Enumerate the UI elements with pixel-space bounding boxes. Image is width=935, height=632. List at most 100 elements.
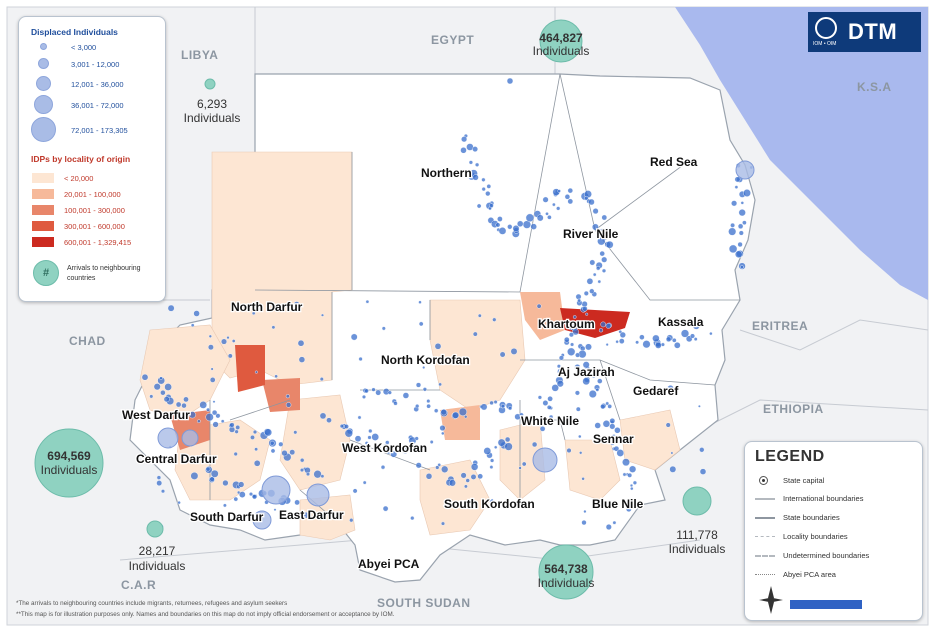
- displacement-dot: [547, 214, 552, 220]
- legend-item-locality-boundaries: Locality boundaries: [783, 532, 848, 541]
- legend-title: LEGEND: [755, 448, 825, 465]
- displacement-dot: [547, 395, 553, 402]
- arrival-value-egypt: 464,827: [539, 31, 583, 45]
- displacement-dot: [251, 494, 257, 500]
- displacement-dot: [210, 367, 214, 371]
- displacement-dot: [616, 449, 625, 457]
- origin-khartoum-north: [520, 292, 565, 340]
- displacement-dot: [254, 370, 258, 374]
- legend-item-international-boundaries: International boundaries: [783, 494, 864, 503]
- state-label-gedaref: Gedaref: [633, 384, 679, 398]
- displacement-dot: [605, 240, 614, 249]
- displacement-dot: [605, 401, 610, 406]
- displacement-dot: [470, 463, 479, 471]
- displacement-dot: [461, 136, 468, 143]
- state-label-south-darfur: South Darfur: [190, 510, 264, 524]
- displaced-class-5: 72,001 - 173,305: [71, 126, 128, 135]
- country-label-ethiopia: ETHIOPIA: [763, 402, 824, 416]
- displacement-dot: [652, 334, 660, 343]
- origin-class-3: 100,001 - 300,000: [64, 206, 125, 215]
- displacement-dot: [197, 419, 201, 424]
- displacement-dot: [177, 500, 181, 505]
- displacement-dot: [226, 336, 230, 340]
- displacement-dot: [235, 424, 241, 430]
- displacement-dot: [734, 176, 741, 183]
- displacement-dot: [619, 338, 625, 344]
- displacement-dot: [477, 473, 484, 480]
- displacement-dot: [601, 214, 608, 221]
- displacement-dot: [319, 412, 327, 420]
- dtm-logo: IOM • OIM DTM: [808, 12, 921, 52]
- displacement-dot: [564, 194, 571, 200]
- displacement-dot: [508, 406, 513, 411]
- arrival-circle-egypt: [539, 19, 583, 63]
- displacement-dot: [371, 433, 380, 441]
- displacement-dot: [597, 378, 603, 384]
- arrival-circle-chad: [34, 428, 104, 498]
- displacement-dot: [382, 505, 389, 512]
- displacement-dot: [220, 419, 225, 424]
- red-sea: [675, 7, 928, 300]
- displacement-dot: [625, 506, 632, 512]
- displacement-dot: [506, 77, 514, 85]
- displacement-dot: [434, 342, 442, 350]
- arrivals-legend-line-1: Arrivals to neighbouring: [67, 265, 141, 272]
- displacement-dot: [160, 489, 165, 494]
- arrival-unit-egypt: Individuals: [533, 44, 590, 58]
- displacement-dot: [269, 440, 275, 446]
- displacement-dot: [728, 227, 737, 236]
- displacement-dot: [642, 340, 651, 349]
- displacement-dot: [537, 395, 542, 400]
- displacement-dot: [415, 462, 422, 469]
- arrival-unit-car: Individuals: [129, 559, 186, 573]
- displacement-dot: [468, 160, 473, 165]
- displacement-dot: [570, 342, 575, 347]
- displacement-dot: [475, 162, 480, 167]
- displacement-dot: [365, 299, 370, 304]
- displacement-dot: [167, 304, 175, 312]
- displacement-dot: [674, 341, 681, 349]
- displacement-dot: [350, 333, 358, 341]
- displacement-dot: [629, 483, 634, 488]
- displacement-dot: [297, 339, 305, 347]
- displacement-dot: [600, 321, 607, 328]
- displacement-dot: [734, 185, 739, 189]
- state-boundary-symbol: [755, 517, 775, 519]
- displacement-dot: [557, 368, 565, 376]
- displacement-dot: [470, 473, 477, 480]
- displacement-dot: [485, 191, 491, 197]
- displacement-dot: [422, 387, 427, 392]
- displacement-dot: [581, 519, 587, 526]
- displacement-dot: [440, 409, 447, 416]
- displacement-dot: [264, 428, 272, 437]
- displacement-dot: [740, 265, 744, 269]
- displacement-dot: [270, 448, 276, 454]
- state-label-white-nile: White Nile: [521, 414, 579, 428]
- origin-swatch-2: [32, 189, 54, 199]
- state-label-khartoum: Khartoum: [538, 317, 595, 331]
- displacement-dot: [743, 189, 751, 197]
- displacement-dot: [556, 206, 561, 211]
- displacement-dot: [609, 417, 616, 424]
- displacement-dot: [615, 340, 619, 344]
- displacement-dot: [159, 376, 163, 380]
- state-label-northern: Northern: [421, 166, 472, 180]
- displacement-dot: [583, 509, 587, 514]
- displacement-dot: [381, 326, 386, 331]
- legend-item-state-capital: State capital: [783, 476, 825, 485]
- displacement-dot: [632, 480, 637, 485]
- displacement-dot: [414, 436, 419, 441]
- displacement-dot: [212, 421, 219, 428]
- displacement-dot: [609, 423, 616, 430]
- displacement-dot: [199, 401, 207, 409]
- displacement-dot: [619, 331, 626, 339]
- displacement-dot: [233, 451, 238, 457]
- displacement-dot: [357, 415, 362, 420]
- displacement-dot: [349, 518, 354, 523]
- displacement-dot: [220, 338, 227, 345]
- displacement-dot: [326, 417, 332, 424]
- displacement-dot: [728, 244, 738, 254]
- displacement-dot: [521, 461, 527, 467]
- displacement-dot: [229, 422, 235, 428]
- displacement-dot: [205, 413, 214, 422]
